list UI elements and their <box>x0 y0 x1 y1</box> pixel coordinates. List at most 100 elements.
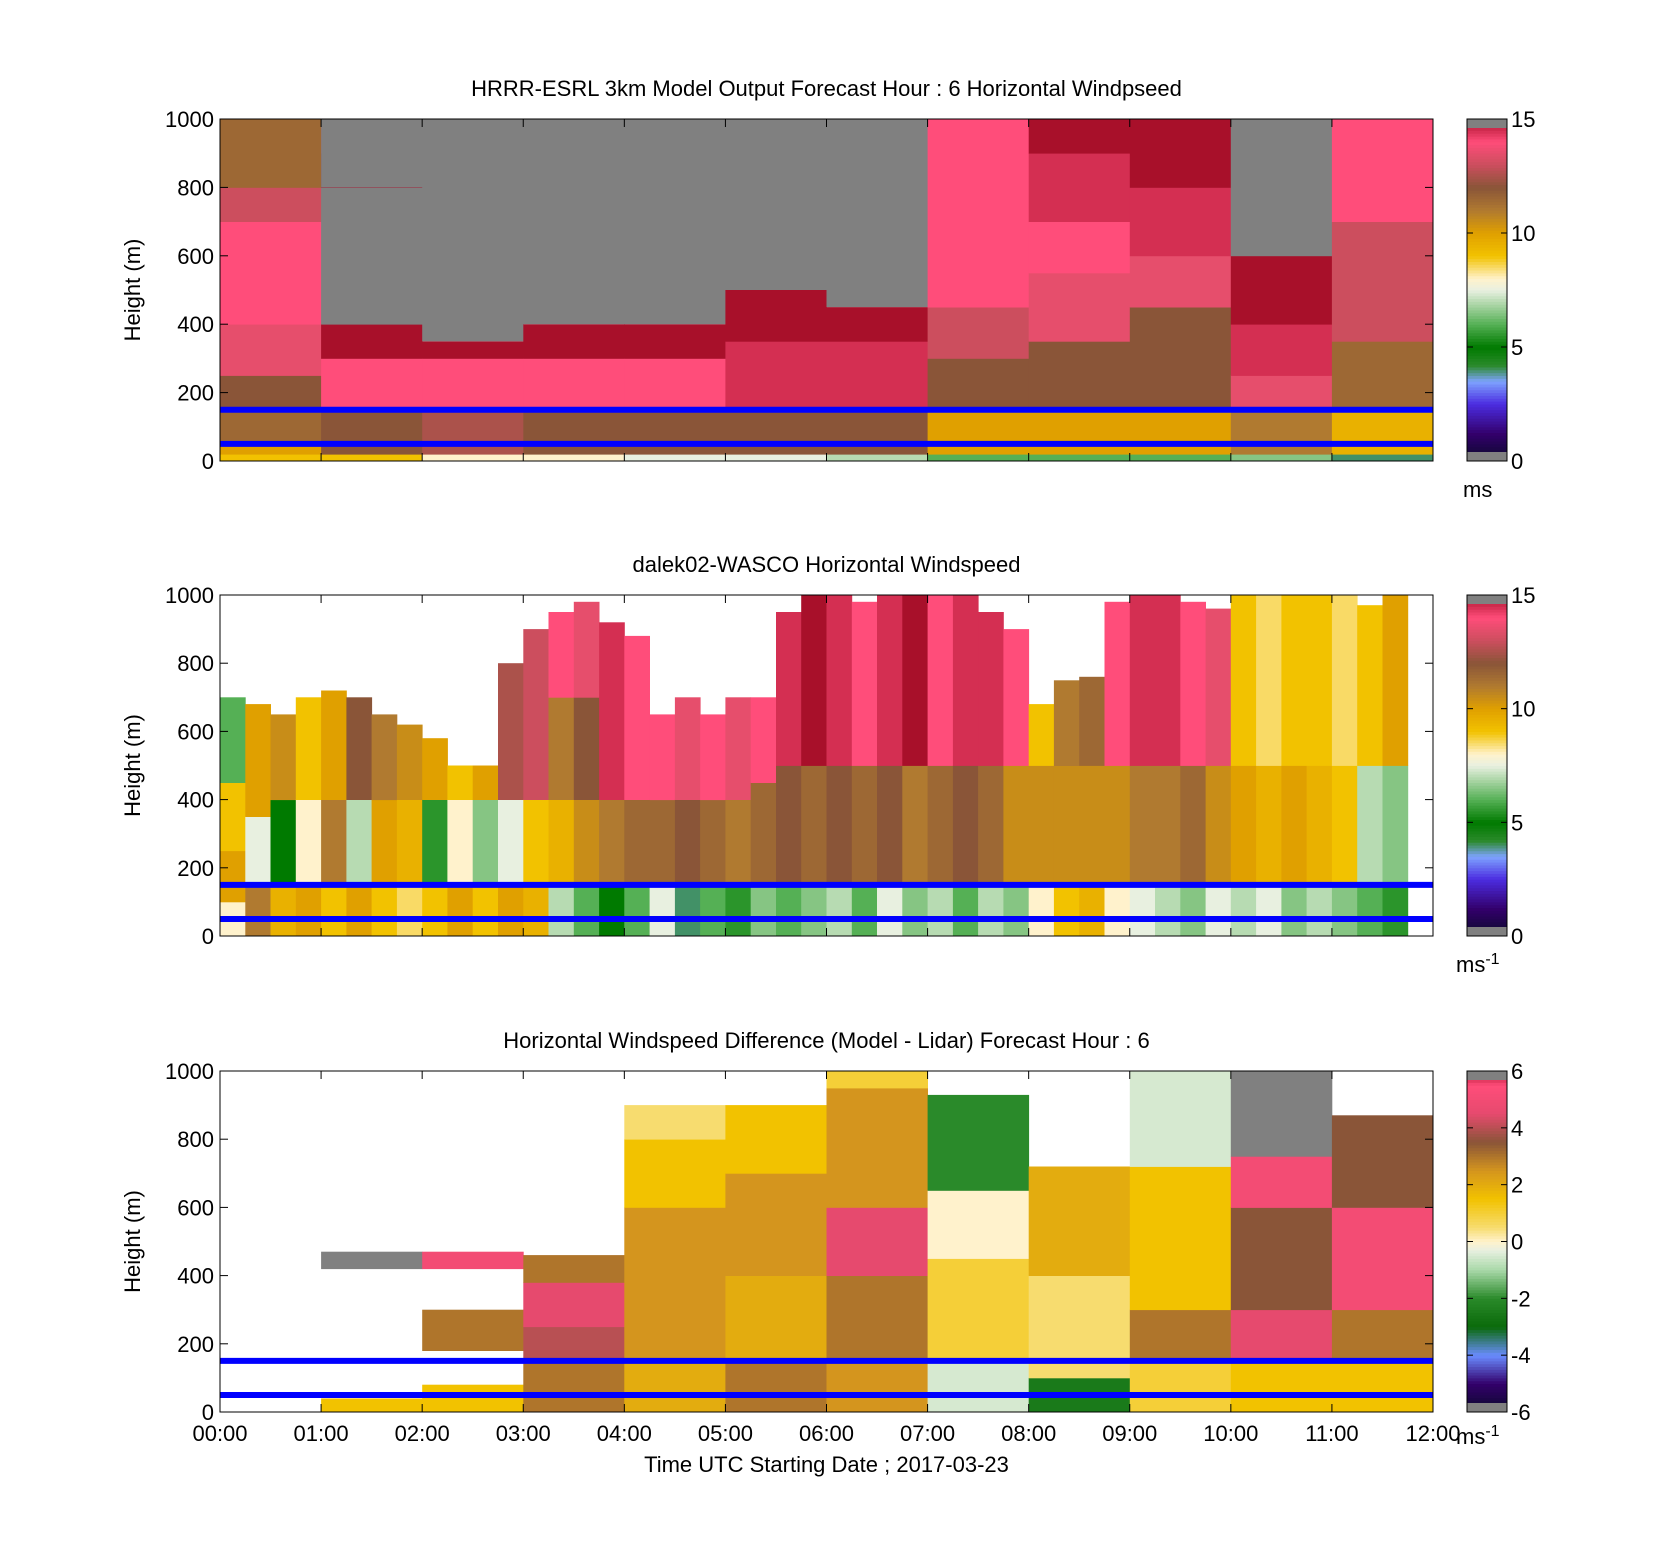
colorbar-segment <box>1467 870 1507 874</box>
colorbar-segment <box>1467 395 1507 399</box>
heatmap-cell <box>1053 765 1080 886</box>
colorbar-segment <box>1467 258 1507 262</box>
x-tick-label: 05:00 <box>698 1421 753 1446</box>
colorbar-segment <box>1467 301 1507 305</box>
heatmap-cell <box>1028 704 1055 766</box>
heatmap-cell <box>422 454 524 462</box>
colorbar-segment <box>1467 335 1507 339</box>
heatmap-cell <box>523 884 549 937</box>
colorbar-segment <box>1467 1153 1507 1157</box>
colorbar-segment <box>1467 918 1507 923</box>
heatmap-cell <box>927 1360 1030 1413</box>
colorbar-segment <box>1467 1144 1507 1149</box>
colorbar-segment <box>1467 261 1507 265</box>
heatmap-cell <box>952 884 979 937</box>
colorbar-segment <box>1467 1107 1507 1112</box>
colorbar-segment <box>1467 754 1507 758</box>
heatmap-cell <box>321 690 347 800</box>
colorbar-tick-label: 15 <box>1511 583 1535 608</box>
heatmap-cell <box>472 799 499 886</box>
heatmap-cell <box>447 799 474 886</box>
colorbar-tick-label: 0 <box>1511 449 1523 474</box>
heatmap-cell <box>321 187 423 325</box>
colorbar-segment <box>1467 193 1507 197</box>
colorbar-tick-label: 0 <box>1511 1230 1523 1255</box>
colorbar-segment <box>1467 1289 1507 1294</box>
colorbar-segment <box>1467 441 1507 445</box>
heatmap-cell <box>371 884 398 937</box>
colorbar-segment <box>1467 816 1507 820</box>
colorbar-segment <box>1467 247 1507 251</box>
colorbar-segment <box>1467 409 1507 414</box>
colorbar-segment <box>1467 680 1507 684</box>
x-tick-label: 03:00 <box>496 1421 551 1446</box>
heatmap-cell <box>1028 1166 1131 1276</box>
colorbar-segment <box>1467 210 1507 214</box>
colorbar-segment <box>1467 1267 1507 1271</box>
heatmap-cell <box>624 884 650 937</box>
heatmap-cell <box>1129 307 1232 411</box>
heatmap-cell <box>1003 884 1030 937</box>
heatmap-cell <box>1129 1166 1232 1311</box>
heatmap-cell <box>321 884 347 937</box>
colorbar-segment <box>1467 1272 1507 1277</box>
colorbar-segment <box>1467 287 1507 291</box>
colorbar-segment <box>1467 907 1507 911</box>
colorbar-segment <box>1467 1230 1507 1234</box>
colorbar-segment <box>1467 1383 1507 1387</box>
colorbar-segment <box>1467 1204 1507 1208</box>
difference-panel: Horizontal Windspeed Difference (Model -… <box>120 1028 1531 1477</box>
heatmap-cell <box>851 601 878 766</box>
colorbar-segment <box>1467 1119 1507 1123</box>
colorbar-segment <box>1467 449 1507 453</box>
x-tick-label: 09:00 <box>1102 1421 1157 1446</box>
colorbar-frame <box>1466 594 1508 937</box>
heatmap-cell <box>1230 1156 1333 1208</box>
colorbar-segment <box>1467 295 1507 300</box>
colorbar-segment <box>1467 153 1507 157</box>
colorbar-segment <box>1467 187 1507 191</box>
heatmap-cell <box>1155 765 1181 886</box>
colorbar-segment <box>1467 307 1507 311</box>
colorbar-segment <box>1467 737 1507 741</box>
heatmap-cell <box>1306 884 1333 937</box>
heatmap-cell <box>927 119 1030 308</box>
heatmap-cell <box>624 1360 726 1413</box>
heatmap-cell <box>396 724 423 800</box>
colorbar-segment <box>1467 221 1507 225</box>
heatmap-cell <box>1028 153 1131 222</box>
colorbar-segment <box>1467 233 1507 237</box>
heatmap-cell <box>472 765 499 800</box>
colorbar-segment <box>1467 1318 1507 1322</box>
heatmap-cell <box>1180 601 1206 766</box>
heatmap-cell <box>1357 884 1383 937</box>
colorbar-segment <box>1467 381 1507 385</box>
heatmap-cell <box>220 697 246 783</box>
heatmap-cell <box>801 884 827 937</box>
heatmap-cell <box>523 629 549 800</box>
colorbar-segment <box>1467 1178 1507 1183</box>
colorbar-segment <box>1467 1269 1507 1274</box>
colorbar-segment <box>1467 774 1507 778</box>
heatmap-cell <box>624 358 726 411</box>
heatmap-cell <box>725 1105 827 1174</box>
heatmap-cell <box>1028 765 1055 886</box>
colorbar-segment <box>1467 1292 1507 1296</box>
colorbar-segment <box>1467 1093 1507 1098</box>
colorbar-segment <box>1467 1306 1507 1311</box>
heatmap-cell <box>1230 255 1333 325</box>
colorbar-segment <box>1467 341 1507 345</box>
colorbar-segment <box>1467 1198 1507 1203</box>
colorbar-segment <box>1467 916 1507 920</box>
heatmap-cell <box>498 884 524 937</box>
heatmap-cell <box>321 324 423 359</box>
colorbar-segment <box>1467 1127 1507 1132</box>
heatmap-cell <box>1155 884 1181 937</box>
heatmap-cell <box>371 799 398 886</box>
colorbar-segment <box>1467 1193 1507 1197</box>
heatmap-cell <box>1331 341 1434 411</box>
heatmap-cell <box>1382 884 1409 937</box>
colorbar-segment <box>1467 1176 1507 1180</box>
heatmap-cell <box>1256 884 1282 937</box>
